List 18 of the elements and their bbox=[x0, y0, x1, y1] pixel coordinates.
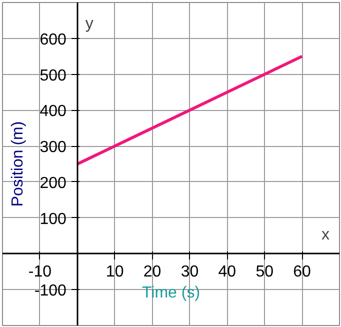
x-tick-label: 10 bbox=[106, 264, 124, 281]
x-tick-label: 30 bbox=[180, 264, 199, 281]
y-tick-label: 100 bbox=[40, 210, 66, 228]
y-tick-label: 300 bbox=[40, 139, 66, 156]
y-tick-label: 400 bbox=[40, 103, 66, 120]
x-axis-title: Time (s) bbox=[142, 284, 200, 302]
y-tick-label: 600 bbox=[40, 31, 66, 48]
annotation: x bbox=[322, 226, 330, 244]
x-tick-label: 50 bbox=[256, 264, 274, 281]
y-tick-label: 200 bbox=[40, 174, 66, 192]
y-axis-title: Position (m) bbox=[9, 121, 26, 207]
x-tick-label: 40 bbox=[218, 264, 236, 281]
annotation: y bbox=[85, 16, 94, 32]
x-tick-label: 60 bbox=[293, 264, 312, 281]
y-tick-label: -100 bbox=[34, 282, 66, 300]
y-tick-label: 500 bbox=[40, 67, 66, 84]
x-tick-label: -10 bbox=[28, 264, 52, 281]
x-tick-label: 20 bbox=[143, 264, 162, 281]
